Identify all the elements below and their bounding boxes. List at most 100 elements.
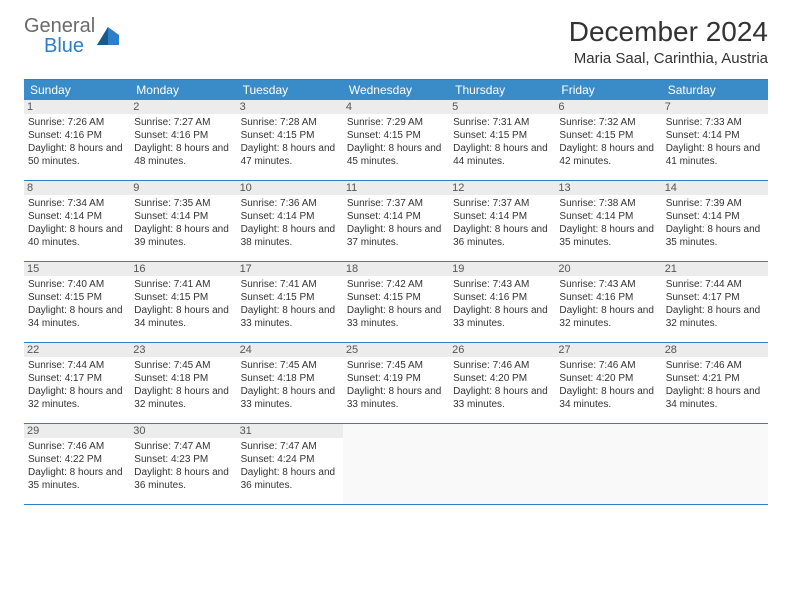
daylight-text: Daylight: 8 hours and 36 minutes.	[134, 466, 232, 492]
sunset-text: Sunset: 4:15 PM	[347, 129, 445, 142]
week-row: 8Sunrise: 7:34 AMSunset: 4:14 PMDaylight…	[24, 181, 768, 262]
daylight-text: Daylight: 8 hours and 45 minutes.	[347, 142, 445, 168]
sunrise-text: Sunrise: 7:37 AM	[453, 197, 551, 210]
day-cell: 16 Sunrise: 7:41 AMSunset: 4:15 PMDayligh…	[130, 262, 236, 342]
day-cell: 5 Sunrise: 7:31 AMSunset: 4:15 PMDaylight…	[449, 100, 555, 180]
day-cell: 10 Sunrise: 7:36 AMSunset: 4:14 PMDayligh…	[237, 181, 343, 261]
day-cell: 2 Sunrise: 7:27 AMSunset: 4:16 PMDaylight…	[130, 100, 236, 180]
day-cell: 23Sunrise: 7:45 AMSunset: 4:18 PMDayligh…	[130, 343, 236, 423]
sunset-text: Sunset: 4:14 PM	[134, 210, 232, 223]
sunrise-text: Sunrise: 7:29 AM	[347, 116, 445, 129]
calendar: SundayMondayTuesdayWednesdayThursdayFrid…	[24, 79, 768, 505]
sunset-text: Sunset: 4:16 PM	[134, 129, 232, 142]
day-number: 19	[449, 262, 555, 276]
daylight-text: Daylight: 8 hours and 34 minutes.	[666, 385, 764, 411]
day-number: 31	[237, 424, 343, 438]
day-info: Sunrise: 7:47 AMSunset: 4:24 PMDaylight:…	[241, 440, 339, 492]
day-cell: 11Sunrise: 7:37 AMSunset: 4:14 PMDayligh…	[343, 181, 449, 261]
daylight-text: Daylight: 8 hours and 33 minutes.	[347, 385, 445, 411]
day-info: Sunrise: 7:43 AMSunset: 4:16 PMDaylight:…	[559, 278, 657, 330]
daylight-text: Daylight: 8 hours and 33 minutes.	[453, 304, 551, 330]
day-number: 30	[130, 424, 236, 438]
logo-text: General Blue	[24, 16, 95, 56]
daylight-text: Daylight: 8 hours and 35 minutes.	[559, 223, 657, 249]
title-block: December 2024 Maria Saal, Carinthia, Aus…	[569, 16, 768, 67]
logo-text-1: General	[24, 15, 95, 37]
day-cell: 31 Sunrise: 7:47 AMSunset: 4:24 PMDayligh…	[237, 424, 343, 504]
day-number: 27	[555, 343, 661, 357]
day-cell: 26Sunrise: 7:46 AMSunset: 4:20 PMDayligh…	[449, 343, 555, 423]
daylight-text: Daylight: 8 hours and 32 minutes.	[559, 304, 657, 330]
daylight-text: Daylight: 8 hours and 32 minutes.	[134, 385, 232, 411]
day-cell	[662, 424, 768, 504]
day-number: 18	[343, 262, 449, 276]
day-number: 16	[130, 262, 236, 276]
daylight-text: Daylight: 8 hours and 35 minutes.	[666, 223, 764, 249]
day-info: Sunrise: 7:29 AMSunset: 4:15 PMDaylight:…	[347, 116, 445, 168]
day-info: Sunrise: 7:47 AMSunset: 4:23 PMDaylight:…	[134, 440, 232, 492]
day-number: 9	[130, 181, 236, 195]
day-cell: 4Sunrise: 7:29 AMSunset: 4:15 PMDaylight…	[343, 100, 449, 180]
logo-text-2: Blue	[44, 36, 95, 56]
day-cell: 21Sunrise: 7:44 AMSunset: 4:17 PMDayligh…	[662, 262, 768, 342]
day-cell: 6Sunrise: 7:32 AMSunset: 4:15 PMDaylight…	[555, 100, 661, 180]
sunset-text: Sunset: 4:15 PM	[28, 291, 126, 304]
sunset-text: Sunset: 4:15 PM	[347, 291, 445, 304]
day-cell: 29Sunrise: 7:46 AMSunset: 4:22 PMDayligh…	[24, 424, 130, 504]
sunset-text: Sunset: 4:14 PM	[666, 210, 764, 223]
sunset-text: Sunset: 4:16 PM	[559, 291, 657, 304]
sunset-text: Sunset: 4:24 PM	[241, 453, 339, 466]
sunrise-text: Sunrise: 7:36 AM	[241, 197, 339, 210]
day-cell: 20Sunrise: 7:43 AMSunset: 4:16 PMDayligh…	[555, 262, 661, 342]
sunrise-text: Sunrise: 7:46 AM	[453, 359, 551, 372]
sunset-text: Sunset: 4:14 PM	[241, 210, 339, 223]
day-info: Sunrise: 7:37 AMSunset: 4:14 PMDaylight:…	[347, 197, 445, 249]
day-number: 10	[237, 181, 343, 195]
day-number: 3	[237, 100, 343, 114]
day-cell: 28Sunrise: 7:46 AMSunset: 4:21 PMDayligh…	[662, 343, 768, 423]
day-number: 6	[555, 100, 661, 114]
daylight-text: Daylight: 8 hours and 33 minutes.	[241, 304, 339, 330]
daylight-text: Daylight: 8 hours and 36 minutes.	[241, 466, 339, 492]
week-row: 1Sunrise: 7:26 AMSunset: 4:16 PMDaylight…	[24, 100, 768, 181]
day-number: 5	[449, 100, 555, 114]
day-info: Sunrise: 7:41 AMSunset: 4:15 PMDaylight:…	[134, 278, 232, 330]
daylight-text: Daylight: 8 hours and 44 minutes.	[453, 142, 551, 168]
sunset-text: Sunset: 4:16 PM	[453, 291, 551, 304]
sunrise-text: Sunrise: 7:42 AM	[347, 278, 445, 291]
sunset-text: Sunset: 4:15 PM	[559, 129, 657, 142]
sunset-text: Sunset: 4:14 PM	[347, 210, 445, 223]
day-number: 12	[449, 181, 555, 195]
day-info: Sunrise: 7:45 AMSunset: 4:18 PMDaylight:…	[134, 359, 232, 411]
day-cell	[343, 424, 449, 504]
day-header: Saturday	[662, 80, 768, 100]
sunset-text: Sunset: 4:17 PM	[28, 372, 126, 385]
day-info: Sunrise: 7:26 AMSunset: 4:16 PMDaylight:…	[28, 116, 126, 168]
day-number: 14	[662, 181, 768, 195]
sunrise-text: Sunrise: 7:40 AM	[28, 278, 126, 291]
day-number: 24	[237, 343, 343, 357]
day-cell: 22Sunrise: 7:44 AMSunset: 4:17 PMDayligh…	[24, 343, 130, 423]
day-cell: 14Sunrise: 7:39 AMSunset: 4:14 PMDayligh…	[662, 181, 768, 261]
sunset-text: Sunset: 4:21 PM	[666, 372, 764, 385]
sunset-text: Sunset: 4:22 PM	[28, 453, 126, 466]
day-number: 1	[24, 100, 130, 114]
day-number: 29	[24, 424, 130, 438]
daylight-text: Daylight: 8 hours and 35 minutes.	[28, 466, 126, 492]
daylight-text: Daylight: 8 hours and 42 minutes.	[559, 142, 657, 168]
daylight-text: Daylight: 8 hours and 32 minutes.	[28, 385, 126, 411]
day-header: Thursday	[449, 80, 555, 100]
day-info: Sunrise: 7:27 AMSunset: 4:16 PMDaylight:…	[134, 116, 232, 168]
day-info: Sunrise: 7:28 AMSunset: 4:15 PMDaylight:…	[241, 116, 339, 168]
sunset-text: Sunset: 4:18 PM	[134, 372, 232, 385]
logo: General Blue	[24, 16, 119, 56]
day-cell	[449, 424, 555, 504]
day-number: 2	[130, 100, 236, 114]
sunrise-text: Sunrise: 7:26 AM	[28, 116, 126, 129]
day-info: Sunrise: 7:31 AMSunset: 4:15 PMDaylight:…	[453, 116, 551, 168]
daylight-text: Daylight: 8 hours and 38 minutes.	[241, 223, 339, 249]
day-info: Sunrise: 7:42 AMSunset: 4:15 PMDaylight:…	[347, 278, 445, 330]
week-row: 22Sunrise: 7:44 AMSunset: 4:17 PMDayligh…	[24, 343, 768, 424]
sunrise-text: Sunrise: 7:44 AM	[666, 278, 764, 291]
day-number: 17	[237, 262, 343, 276]
